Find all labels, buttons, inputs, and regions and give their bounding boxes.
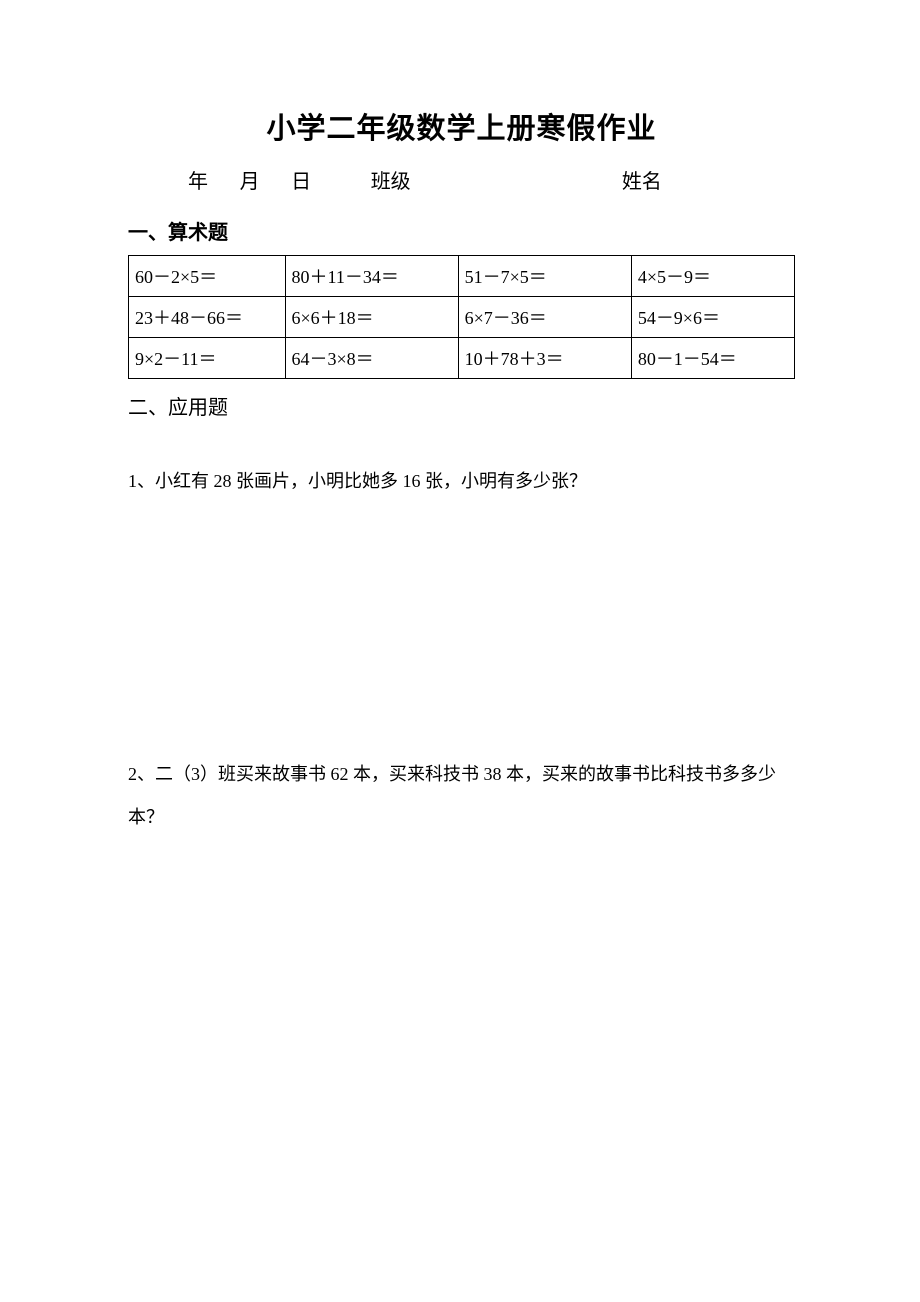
table-cell: 9×2－11＝: [129, 338, 286, 379]
table-row: 9×2－11＝ 64－3×8＝ 10＋78＋3＝ 80－1－54＝: [129, 338, 795, 379]
page-title: 小学二年级数学上册寒假作业: [128, 105, 795, 147]
info-class-label: 班级: [371, 165, 439, 194]
section-1-heading: 一、算术题: [128, 216, 795, 245]
table-cell: 80－1－54＝: [631, 338, 794, 379]
table-cell: 6×7－36＝: [458, 297, 631, 338]
info-day-label: 日: [291, 165, 365, 194]
table-cell: 60－2×5＝: [129, 256, 286, 297]
table-cell: 51－7×5＝: [458, 256, 631, 297]
table-cell: 64－3×8＝: [285, 338, 458, 379]
table-row: 23＋48－66＝ 6×6＋18＝ 6×7－36＝ 54－9×6＝: [129, 297, 795, 338]
word-problem-2: 2、二（3）班买来故事书 62 本，买来科技书 38 本，买来的故事书比科技书多…: [128, 753, 795, 839]
info-month-label: 月: [240, 165, 286, 194]
table-cell: 4×5－9＝: [631, 256, 794, 297]
info-year-label: 年: [188, 165, 234, 194]
info-line: 年 月 日 班级 姓名: [128, 165, 795, 194]
table-cell: 6×6＋18＝: [285, 297, 458, 338]
section-2-heading: 二、应用题: [128, 391, 795, 420]
table-cell: 80＋11－34＝: [285, 256, 458, 297]
table-cell: 54－9×6＝: [631, 297, 794, 338]
info-name-label: 姓名: [622, 165, 662, 194]
table-row: 60－2×5＝ 80＋11－34＝ 51－7×5＝ 4×5－9＝: [129, 256, 795, 297]
arithmetic-table: 60－2×5＝ 80＋11－34＝ 51－7×5＝ 4×5－9＝ 23＋48－6…: [128, 255, 795, 379]
table-cell: 23＋48－66＝: [129, 297, 286, 338]
table-cell: 10＋78＋3＝: [458, 338, 631, 379]
word-problem-1: 1、小红有 28 张画片，小明比她多 16 张，小明有多少张？: [128, 460, 795, 503]
